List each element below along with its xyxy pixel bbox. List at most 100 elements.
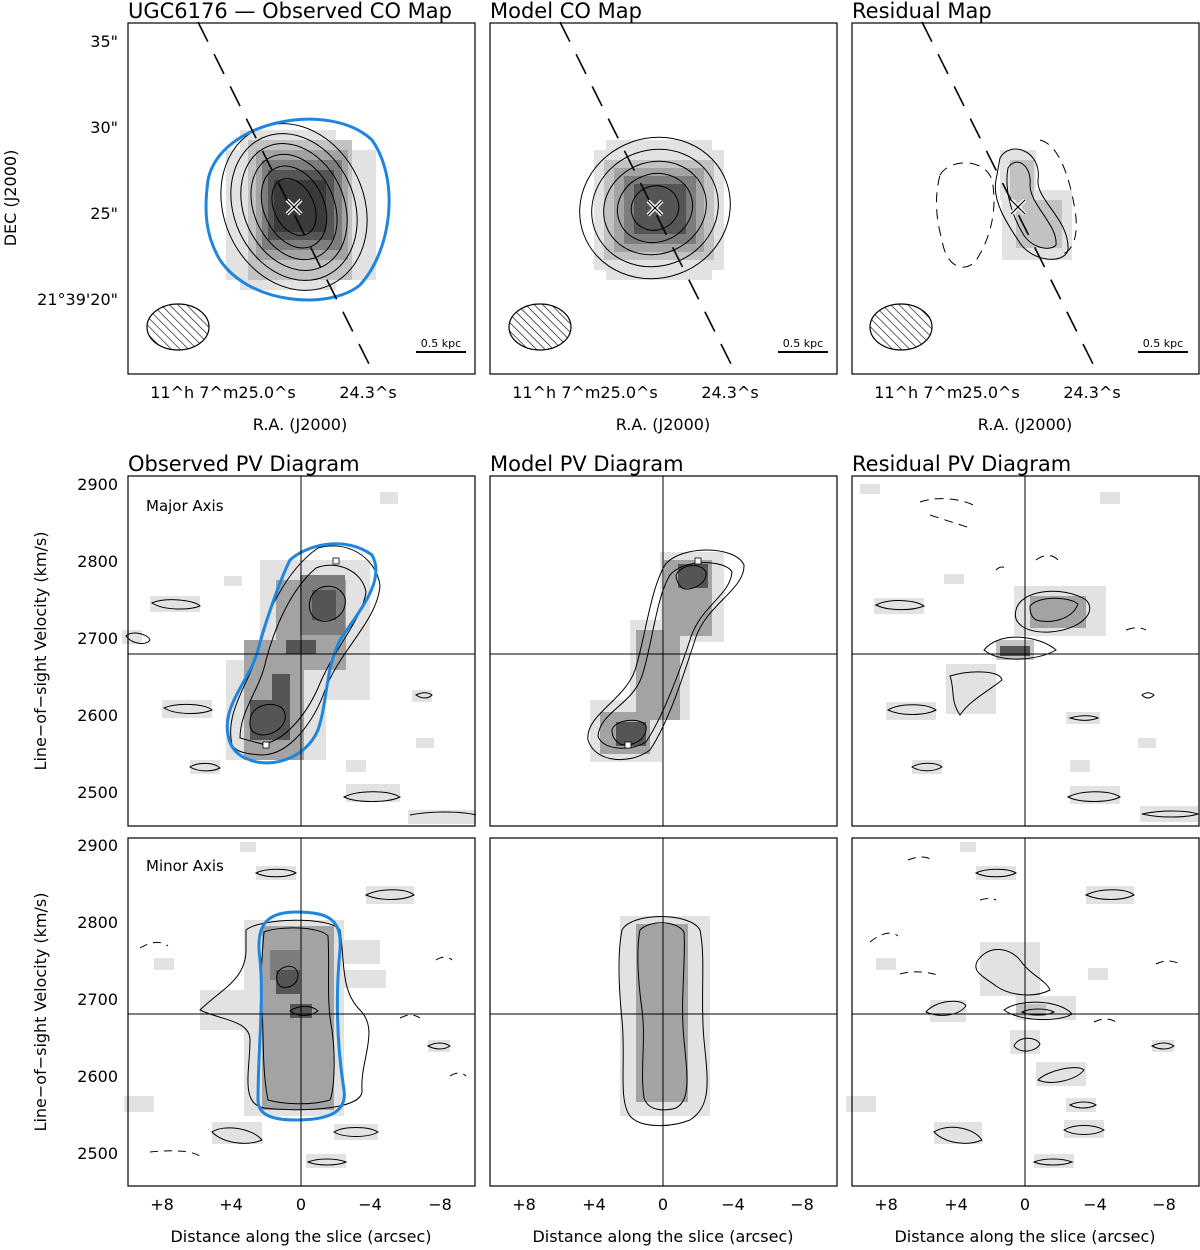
x-tick-label: +4 — [944, 1195, 968, 1214]
y-tick-label: 2500 — [77, 783, 118, 802]
observed-pv-major-blue-contour — [225, 542, 378, 765]
y-tick-label: 2600 — [77, 706, 118, 725]
observed-pv-major-frame — [127, 475, 476, 827]
model-co-map-scale-label: 0.5 kpc — [783, 337, 823, 350]
observed-co-map-frame — [127, 22, 476, 375]
y-tick-label: 2600 — [77, 1067, 118, 1086]
model-pv-minor-frame — [489, 837, 838, 1187]
observed-co-map-xlabel: R.A. (J2000) — [253, 415, 347, 434]
residual-pv-minor-xlabel: Distance along the slice (arcsec) — [894, 1227, 1155, 1246]
model-pv-major-frame — [489, 475, 838, 827]
residual-map-negative-contours — [935, 139, 1077, 268]
residual-map-pixels — [1000, 150, 1072, 260]
y-tick-label: 2700 — [77, 990, 118, 1009]
observed-pv-minor-frame — [127, 837, 476, 1187]
major-axis-annotation: Major Axis — [146, 497, 224, 515]
residual-pv-major-panel: Residual PV Diagram — [851, 452, 1200, 827]
peak-marker — [624, 741, 632, 749]
minor-axis-annotation: Minor Axis — [146, 857, 224, 875]
y-tick-label: 2900 — [77, 836, 118, 855]
x-tick-label: −8 — [1152, 1195, 1176, 1214]
model-co-map-center-marker — [646, 199, 664, 217]
y-tick-label: 25" — [90, 204, 118, 223]
model-pv-minor-pixels — [620, 916, 710, 1116]
residual-pv-minor-contours — [925, 868, 1175, 1166]
residual-pv-major-negative-contours — [919, 498, 1147, 631]
x-tick-label: −8 — [428, 1195, 452, 1214]
model-pv-major-panel: Model PV Diagram — [489, 452, 838, 827]
model-co-map-major-axis — [559, 21, 737, 375]
observed-pv-major-y-ticks: 2900 2800 2700 2600 2500 — [77, 475, 118, 802]
x-tick-label: +8 — [874, 1195, 898, 1214]
observed-pv-minor-blue-contour — [256, 910, 346, 1122]
observed-co-map-blue-contour — [204, 117, 391, 302]
observed-co-map-scale-label: 0.5 kpc — [421, 337, 461, 350]
residual-pv-major-pixels — [860, 484, 1198, 822]
observed-pv-minor-y-ticks: 2900 2800 2700 2600 2500 — [77, 836, 118, 1163]
observed-co-map-panel: UGC6176 — Observed CO Map 0 — [1, 0, 476, 434]
observed-pv-major-pixels — [122, 492, 476, 824]
x-tick-label: 0 — [658, 1195, 668, 1214]
model-pv-minor-contours — [618, 916, 708, 1127]
residual-pv-minor-panel: +8 +4 0 −4 −8 Distance along the slice (… — [846, 837, 1200, 1246]
observed-co-map-center-marker — [285, 198, 303, 216]
x-tick-label: 11^h 7^m25.0^s — [874, 383, 1020, 402]
residual-map-panel: Residual Map 0.5 kpc 11^h 7^m25.0^s 24.3… — [851, 0, 1200, 434]
residual-pv-major-frame — [851, 475, 1200, 827]
peak-marker — [332, 557, 340, 565]
y-tick-label: 35" — [90, 32, 118, 51]
residual-map-major-axis — [921, 21, 1099, 375]
peak-marker — [694, 557, 702, 565]
residual-pv-minor-negative-contours — [869, 856, 1181, 1023]
model-co-map-frame — [489, 22, 838, 375]
model-pv-minor-panel: +8 +4 0 −4 −8 Distance along the slice (… — [489, 837, 838, 1246]
y-tick-label: 2800 — [77, 913, 118, 932]
observed-pv-minor-x-ticks: +8 +4 0 −4 −8 — [150, 1195, 452, 1214]
observed-pv-minor-panel: Minor Axis 2900 2800 2700 2600 2500 +8 +… — [31, 836, 476, 1246]
model-co-map-pixels — [594, 140, 724, 280]
x-tick-label: 11^h 7^m25.0^s — [150, 383, 296, 402]
x-tick-label: 24.3^s — [1063, 383, 1120, 402]
x-tick-label: 11^h 7^m25.0^s — [512, 383, 658, 402]
y-tick-label: 2500 — [77, 1144, 118, 1163]
residual-map-center-marker — [1009, 198, 1027, 216]
model-co-map-panel: Model CO Map 0.5 kpc 11^h 7^m25.0^s — [489, 0, 838, 434]
peak-marker — [262, 741, 270, 749]
x-tick-label: +8 — [150, 1195, 174, 1214]
x-tick-label: 0 — [1020, 1195, 1030, 1214]
residual-pv-minor-x-ticks: +8 +4 0 −4 −8 — [874, 1195, 1176, 1214]
residual-map-xlabel: R.A. (J2000) — [978, 415, 1072, 434]
x-tick-label: −4 — [721, 1195, 745, 1214]
observed-co-map-title: UGC6176 — Observed CO Map — [128, 0, 452, 23]
residual-map-beam — [869, 303, 933, 351]
x-tick-label: 24.3^s — [701, 383, 758, 402]
model-pv-major-contours — [587, 549, 745, 761]
x-tick-label: +8 — [512, 1195, 536, 1214]
y-tick-label: 2700 — [77, 629, 118, 648]
observed-pv-minor-xlabel: Distance along the slice (arcsec) — [170, 1227, 431, 1246]
model-co-map-title: Model CO Map — [490, 0, 642, 23]
x-tick-label: −4 — [358, 1195, 382, 1214]
x-tick-label: −4 — [1083, 1195, 1107, 1214]
observed-pv-major-ylabel: Line−of−sight Velocity (km/s) — [31, 532, 50, 771]
observed-co-map-beam — [146, 303, 210, 351]
observed-pv-minor-ylabel: Line−of−sight Velocity (km/s) — [31, 893, 50, 1132]
y-tick-label: 30" — [90, 118, 118, 137]
model-co-map-contours — [579, 136, 731, 280]
model-pv-minor-x-ticks: +8 +4 0 −4 −8 — [512, 1195, 814, 1214]
observed-co-map-major-axis — [197, 21, 375, 375]
x-tick-label: 0 — [296, 1195, 306, 1214]
x-tick-label: −8 — [790, 1195, 814, 1214]
residual-map-frame — [851, 22, 1200, 375]
observed-pv-minor-negative-contours — [139, 941, 467, 1157]
y-tick-label: 2900 — [77, 475, 118, 494]
y-tick-label: 2800 — [77, 552, 118, 571]
residual-pv-major-contours — [874, 590, 1200, 818]
residual-pv-minor-frame — [851, 837, 1200, 1187]
model-co-map-xlabel: R.A. (J2000) — [616, 415, 710, 434]
observed-co-map-ylabel: DEC (J2000) — [1, 150, 20, 247]
x-tick-label: +4 — [582, 1195, 606, 1214]
model-co-map-beam — [508, 303, 572, 351]
residual-map-title: Residual Map — [852, 0, 992, 23]
